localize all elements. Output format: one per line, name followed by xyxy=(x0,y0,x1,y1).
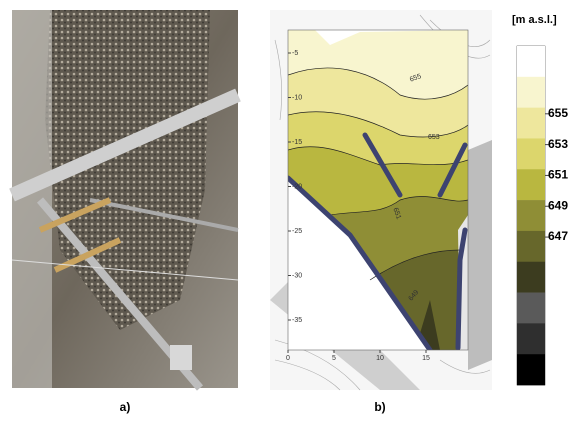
photo xyxy=(12,10,238,388)
colorbar-band xyxy=(517,108,545,139)
colorbar-tick-label: 649 xyxy=(548,198,568,212)
colorbar-band xyxy=(517,200,545,231)
colorbar-band xyxy=(517,262,545,293)
colorbar-tick-label: 647 xyxy=(548,229,568,243)
colorbar-band xyxy=(517,354,545,385)
colorbar-band xyxy=(517,46,545,77)
x-tick-label: 10 xyxy=(376,355,384,362)
colorbar-tick-label: 651 xyxy=(548,168,568,182)
x-tick-label: 0 xyxy=(286,355,290,362)
contour-label: 653 xyxy=(428,134,440,141)
panel-label: a) xyxy=(120,400,131,414)
x-tick-label: 5 xyxy=(332,355,336,362)
y-tick-label: -10 xyxy=(292,94,302,101)
x-tick-label: 15 xyxy=(422,355,430,362)
colorbar-band xyxy=(517,323,545,354)
y-tick-label: -20 xyxy=(292,183,302,190)
y-tick-label: -35 xyxy=(292,317,302,324)
figure: a) b) xyxy=(0,0,587,419)
contour-map xyxy=(288,30,468,350)
y-tick-label: -5 xyxy=(292,50,298,57)
y-tick-label: -25 xyxy=(292,228,302,235)
colorbar-band xyxy=(517,77,545,108)
colorbar-band xyxy=(517,169,545,200)
colorbar-tick-label: 655 xyxy=(548,106,568,120)
y-tick-label: -15 xyxy=(292,139,302,146)
colorbar-tick-label: 653 xyxy=(548,137,568,151)
colorbar-band xyxy=(517,138,545,169)
y-tick-label: -30 xyxy=(292,272,302,279)
colorbar-unit: [m a.s.l.] xyxy=(512,14,557,26)
panel-label: b) xyxy=(374,400,385,414)
colorbar-band xyxy=(517,293,545,324)
colorbar-band xyxy=(517,231,545,262)
